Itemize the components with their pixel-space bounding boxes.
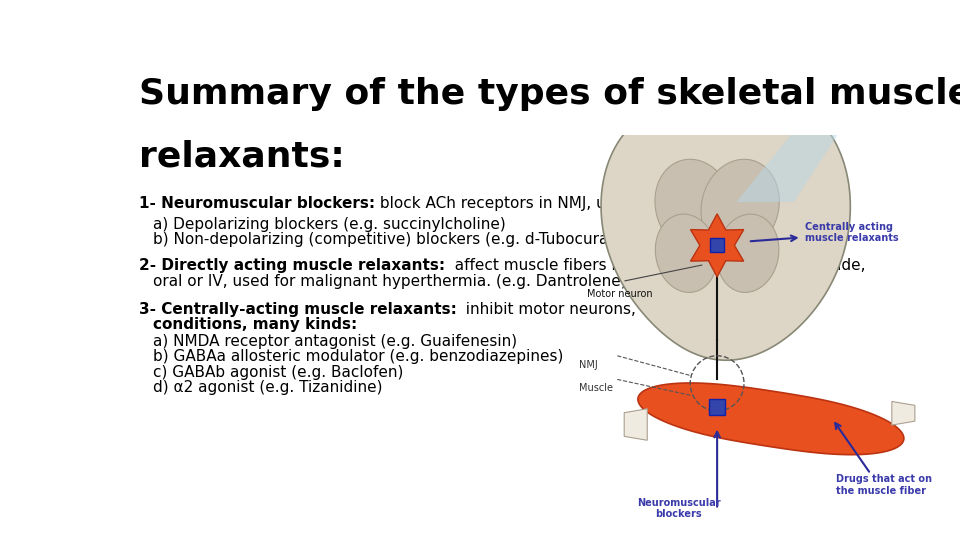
Text: Muscle: Muscle [579, 383, 612, 393]
Polygon shape [892, 401, 915, 425]
Text: Neuromuscular
blockers: Neuromuscular blockers [636, 498, 721, 519]
Text: relaxants:: relaxants: [138, 140, 345, 174]
Polygon shape [624, 409, 647, 440]
Text: oral or IV, used for malignant hyperthermia. (e.g. Dantrolene).: oral or IV, used for malignant hyperther… [154, 274, 632, 288]
Text: a) NMDA receptor antagonist (e.g. Guaifenesin): a) NMDA receptor antagonist (e.g. Guaife… [154, 334, 517, 349]
Text: c) GABAb agonist (e.g. Baclofen): c) GABAb agonist (e.g. Baclofen) [154, 364, 404, 380]
Polygon shape [690, 214, 744, 277]
Text: 3- Centrally-acting muscle relaxants:: 3- Centrally-acting muscle relaxants: [138, 302, 456, 317]
Text: d) α2 agonist (e.g. Tizanidine): d) α2 agonist (e.g. Tizanidine) [154, 380, 383, 395]
Text: NMJ: NMJ [579, 360, 598, 370]
Polygon shape [656, 214, 717, 292]
FancyBboxPatch shape [710, 238, 724, 253]
Text: b) Non-depolarizing (competitive) blockers (e.g. d-Tubocurarine, Pancuronium...): b) Non-depolarizing (competitive) blocke… [154, 232, 768, 247]
Text: block ACh receptors in NMJ, used for surgery, IV, two kinds:: block ACh receptors in NMJ, used for sur… [374, 196, 835, 211]
Polygon shape [717, 214, 779, 292]
Polygon shape [701, 159, 780, 253]
Text: inhibit motor neurons, used orally for spastic: inhibit motor neurons, used orally for s… [456, 302, 810, 317]
Polygon shape [637, 383, 904, 455]
Text: Drugs that act on
the muscle fiber: Drugs that act on the muscle fiber [836, 474, 932, 496]
Text: conditions, many kinds:: conditions, many kinds: [154, 317, 358, 332]
Text: a) Depolarizing blockers (e.g. succinylcholine): a) Depolarizing blockers (e.g. succinylc… [154, 217, 506, 232]
Text: Centrally acting
muscle relaxants: Centrally acting muscle relaxants [805, 222, 900, 244]
Text: 1- Neuromuscular blockers:: 1- Neuromuscular blockers: [138, 196, 374, 211]
Text: 2- Directly acting muscle relaxants:: 2- Directly acting muscle relaxants: [138, 258, 444, 273]
Polygon shape [655, 159, 733, 253]
FancyBboxPatch shape [709, 399, 725, 415]
Polygon shape [736, 84, 871, 202]
Text: b) GABAa allosteric modulator (e.g. benzodiazepines): b) GABAa allosteric modulator (e.g. benz… [154, 349, 564, 364]
Text: Summary of the types of skeletal muscle: Summary of the types of skeletal muscle [138, 77, 960, 111]
Polygon shape [601, 94, 851, 360]
Text: Motor neuron: Motor neuron [587, 289, 652, 299]
Text: affect muscle fibers by reducing Ca+2 release inside,: affect muscle fibers by reducing Ca+2 re… [444, 258, 865, 273]
